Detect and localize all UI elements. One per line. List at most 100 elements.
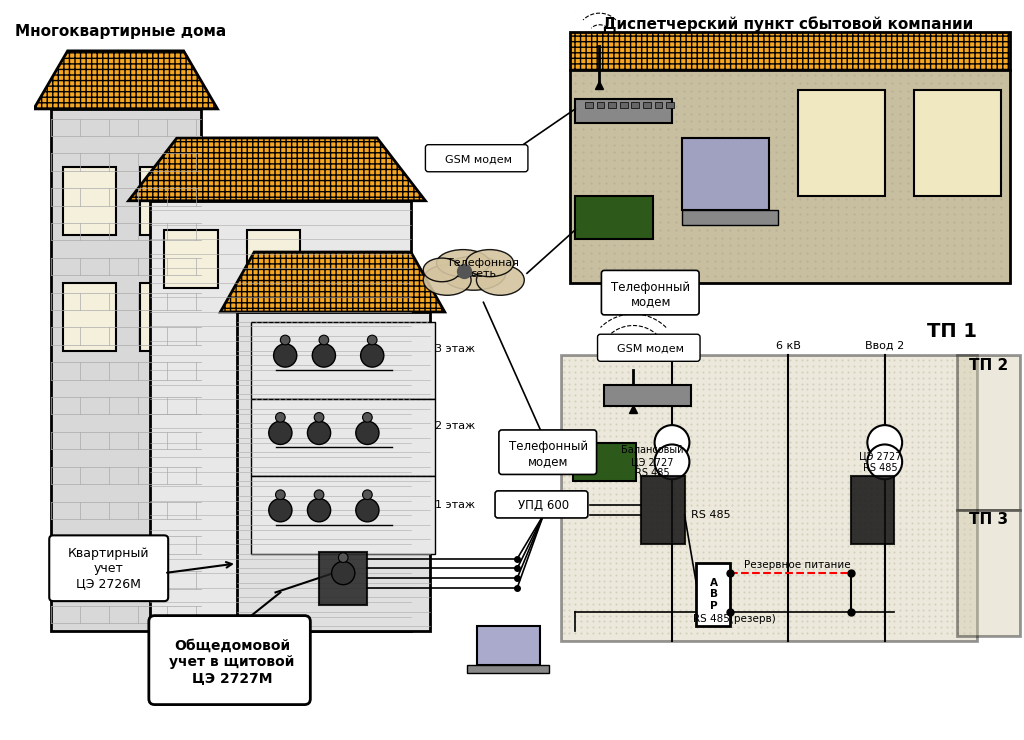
Bar bbox=[620, 102, 628, 108]
Text: 2 этаж: 2 этаж bbox=[435, 421, 475, 431]
Circle shape bbox=[654, 425, 689, 460]
Ellipse shape bbox=[466, 249, 514, 277]
Circle shape bbox=[273, 344, 297, 367]
Bar bbox=[575, 99, 672, 124]
Circle shape bbox=[362, 412, 373, 423]
Bar bbox=[641, 477, 685, 544]
Ellipse shape bbox=[441, 256, 506, 290]
Circle shape bbox=[281, 335, 290, 345]
Bar bbox=[467, 665, 549, 673]
Bar bbox=[140, 167, 194, 235]
Bar bbox=[51, 109, 201, 631]
Bar bbox=[62, 167, 116, 235]
FancyBboxPatch shape bbox=[499, 430, 597, 474]
FancyBboxPatch shape bbox=[425, 145, 528, 172]
Circle shape bbox=[275, 490, 286, 500]
Bar bbox=[643, 102, 650, 108]
Text: А
В
Р: А В Р bbox=[710, 578, 718, 611]
FancyBboxPatch shape bbox=[601, 270, 699, 315]
Text: 3 этаж: 3 этаж bbox=[435, 343, 475, 354]
Bar bbox=[575, 196, 652, 240]
Text: GSM модем: GSM модем bbox=[617, 343, 684, 354]
Bar bbox=[140, 283, 194, 351]
Bar bbox=[696, 563, 730, 626]
Ellipse shape bbox=[476, 265, 524, 295]
Bar bbox=[561, 355, 977, 641]
Bar bbox=[913, 90, 1000, 196]
Text: ЦЭ 2727
RS 485: ЦЭ 2727 RS 485 bbox=[859, 451, 901, 473]
Bar bbox=[597, 102, 604, 108]
Bar bbox=[682, 138, 769, 210]
Polygon shape bbox=[570, 32, 1011, 70]
Circle shape bbox=[332, 562, 355, 585]
Bar bbox=[237, 312, 430, 631]
Bar bbox=[476, 626, 540, 665]
Bar bbox=[251, 322, 435, 399]
Bar bbox=[62, 283, 116, 351]
Text: Общедомовой
учет в щитовой
ЦЭ 2727М: Общедомовой учет в щитовой ЦЭ 2727М bbox=[169, 639, 295, 685]
Bar bbox=[957, 355, 1020, 510]
Bar bbox=[150, 201, 411, 631]
Text: RS 485(резерв): RS 485(резерв) bbox=[693, 614, 776, 625]
Circle shape bbox=[362, 490, 373, 500]
Circle shape bbox=[867, 445, 902, 480]
Bar bbox=[570, 70, 1011, 283]
Circle shape bbox=[307, 499, 331, 522]
Bar bbox=[608, 102, 615, 108]
Circle shape bbox=[268, 499, 292, 522]
Text: GSM модем: GSM модем bbox=[445, 154, 512, 164]
Text: Ввод 1: Ввод 1 bbox=[652, 341, 691, 351]
Circle shape bbox=[355, 499, 379, 522]
Circle shape bbox=[312, 344, 336, 367]
Bar bbox=[573, 443, 636, 481]
Circle shape bbox=[307, 421, 331, 445]
FancyBboxPatch shape bbox=[495, 491, 588, 518]
Text: RS 485: RS 485 bbox=[691, 510, 730, 520]
FancyBboxPatch shape bbox=[598, 334, 700, 361]
Polygon shape bbox=[34, 51, 217, 109]
FancyBboxPatch shape bbox=[49, 535, 168, 601]
Circle shape bbox=[368, 335, 377, 345]
Circle shape bbox=[314, 412, 324, 423]
Circle shape bbox=[360, 344, 384, 367]
Bar bbox=[851, 477, 894, 544]
Ellipse shape bbox=[423, 265, 471, 295]
Text: ТП 3: ТП 3 bbox=[969, 512, 1008, 528]
Circle shape bbox=[275, 412, 286, 423]
FancyBboxPatch shape bbox=[148, 616, 310, 704]
Bar bbox=[164, 230, 217, 288]
Text: Телефонный
модем: Телефонный модем bbox=[611, 280, 690, 309]
Text: ТП 2: ТП 2 bbox=[969, 357, 1008, 373]
Bar bbox=[247, 230, 300, 288]
Circle shape bbox=[355, 421, 379, 445]
Circle shape bbox=[654, 445, 689, 480]
Bar bbox=[682, 210, 778, 225]
Bar bbox=[632, 102, 639, 108]
Bar bbox=[957, 510, 1020, 636]
Bar bbox=[604, 385, 691, 406]
Text: 6 кВ: 6 кВ bbox=[775, 341, 801, 351]
Bar bbox=[585, 102, 593, 108]
Text: ТП 1: ТП 1 bbox=[928, 322, 978, 341]
Ellipse shape bbox=[436, 249, 489, 277]
Polygon shape bbox=[220, 252, 444, 312]
Circle shape bbox=[319, 335, 329, 345]
Circle shape bbox=[268, 421, 292, 445]
Circle shape bbox=[314, 490, 324, 500]
Text: УПД 600: УПД 600 bbox=[518, 499, 569, 512]
Text: Квартирный
учет
ЦЭ 2726М: Квартирный учет ЦЭ 2726М bbox=[68, 547, 148, 590]
Circle shape bbox=[338, 553, 348, 562]
Bar bbox=[798, 90, 885, 196]
Text: Диспетчерский пункт сбытовой компании: Диспетчерский пункт сбытовой компании bbox=[603, 16, 973, 32]
Bar bbox=[319, 552, 368, 605]
Text: Многоквартирные дома: Многоквартирные дома bbox=[15, 24, 226, 39]
Circle shape bbox=[867, 425, 902, 460]
Text: Телефонный
модем: Телефонный модем bbox=[509, 440, 588, 468]
Polygon shape bbox=[129, 138, 425, 201]
Bar bbox=[251, 477, 435, 554]
Bar bbox=[654, 102, 663, 108]
Text: 1 этаж: 1 этаж bbox=[435, 500, 475, 511]
Text: Балансовый
ЦЭ 2727
RS 485: Балансовый ЦЭ 2727 RS 485 bbox=[622, 445, 684, 479]
Ellipse shape bbox=[423, 258, 461, 282]
Text: Резервное питание: Резервное питание bbox=[744, 560, 851, 571]
